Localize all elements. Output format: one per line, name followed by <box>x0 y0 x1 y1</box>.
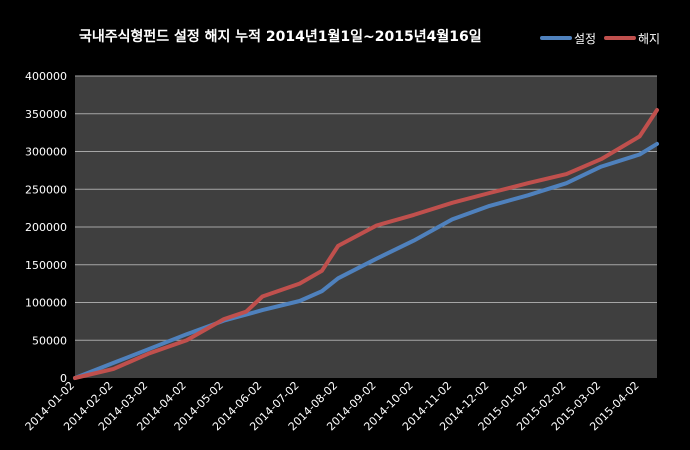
series-line-seol <box>73 141 659 380</box>
y-tick-label: 250000 <box>25 183 67 196</box>
y-tick-label: 50000 <box>32 334 67 347</box>
y-tick-label: 150000 <box>25 259 67 272</box>
legend-label-haeji: 해지 <box>638 32 660 46</box>
y-tick-label: 300000 <box>25 146 67 159</box>
series-line-haeji <box>73 108 659 380</box>
y-tick-label: 350000 <box>25 108 67 121</box>
y-tick-label: 100000 <box>25 297 67 310</box>
chart-title: 국내주식형펀드 설정 해지 누적 2014년1월1일~2015년4월16일 <box>79 28 482 45</box>
legend-label-seol: 설정 <box>574 32 596 46</box>
y-tick-label: 400000 <box>25 70 67 83</box>
legend: 설정 해지 <box>540 32 660 46</box>
y-tick-label: 0 <box>60 372 67 385</box>
y-tick-label: 200000 <box>25 221 67 234</box>
y-tick-labels: 0 50000 100000 150000 200000 250000 300000 3500… <box>25 70 67 385</box>
series-lines <box>73 108 659 380</box>
